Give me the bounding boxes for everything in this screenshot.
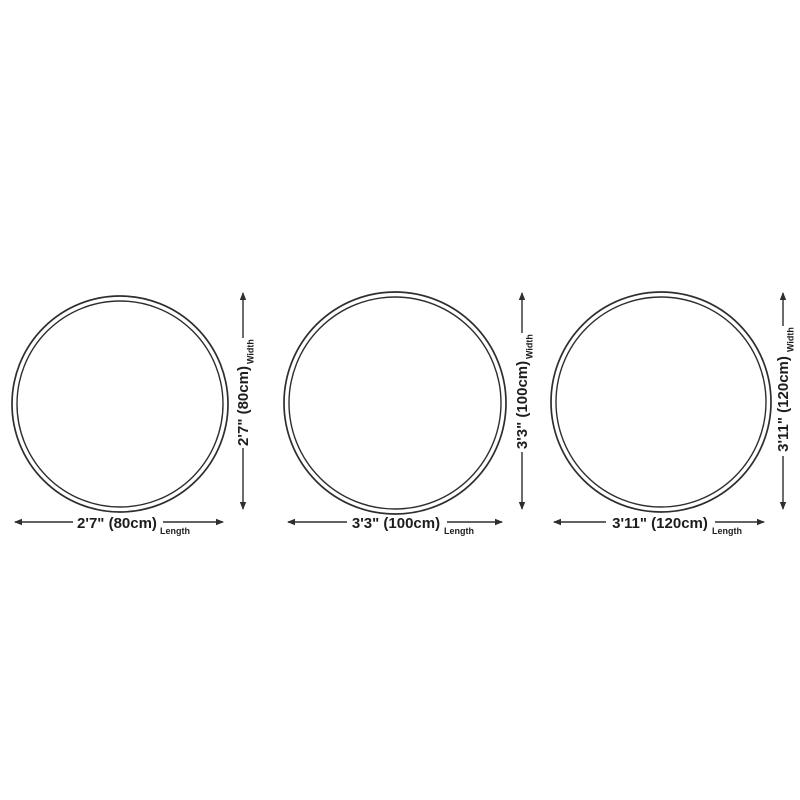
rug-outline-inner [555, 296, 767, 508]
length-caption: Length [160, 526, 190, 536]
arrowhead-left-icon [14, 518, 22, 526]
arrowhead-right-icon [757, 518, 765, 526]
width-caption: Width [525, 334, 535, 359]
arrowhead-down-icon [518, 502, 526, 510]
arrowhead-left-icon [287, 518, 295, 526]
width-dimension-label: 3'3" (100cm) [514, 361, 531, 449]
length-dimension-label: 2'7" (80cm) [77, 515, 157, 532]
arrowhead-down-icon [779, 502, 787, 510]
arrowhead-right-icon [495, 518, 503, 526]
arrowhead-right-icon [216, 518, 224, 526]
rug-diagram-100cm: 3'3" (100cm) Length Width 3'3" (100cm) [283, 291, 535, 536]
length-caption: Length [444, 526, 474, 536]
rug-outline-inner [288, 296, 502, 510]
width-dimension-label: 2'7" (80cm) [235, 366, 252, 446]
width-dimension-label: 3'11" (120cm) [775, 356, 792, 452]
arrowhead-left-icon [553, 518, 561, 526]
rug-outline-outer [550, 291, 772, 513]
rug-outline-inner [16, 300, 224, 508]
length-dimension-label: 3'3" (100cm) [352, 515, 440, 532]
width-caption: Width [786, 327, 796, 352]
rug-diagram-80cm: 2'7" (80cm) Length Width 2'7" (80cm) [11, 292, 256, 536]
rug-outline-outer [11, 295, 229, 513]
rug-diagram-120cm: 3'11" (120cm) Length Width 3'11" (120cm) [550, 291, 796, 536]
rug-outline-outer [283, 291, 507, 515]
length-dimension-label: 3'11" (120cm) [612, 515, 708, 532]
arrowhead-down-icon [239, 502, 247, 510]
length-caption: Length [712, 526, 742, 536]
width-caption: Width [246, 339, 256, 364]
